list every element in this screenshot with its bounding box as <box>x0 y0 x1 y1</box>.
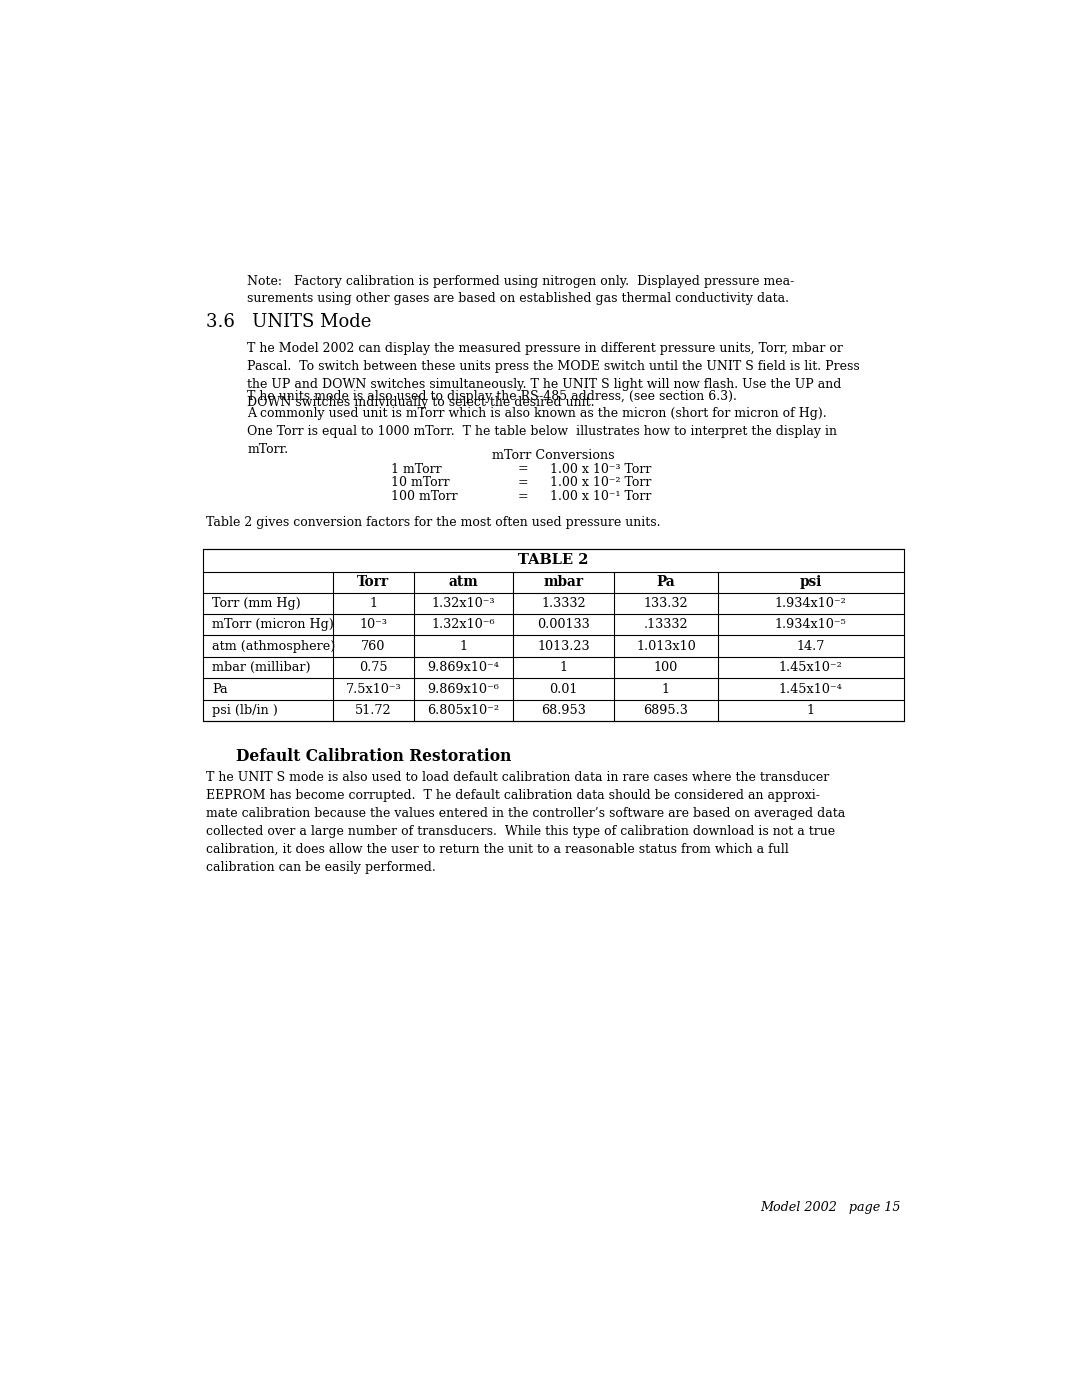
Text: 10 mTorr: 10 mTorr <box>391 476 449 489</box>
Text: 10⁻³: 10⁻³ <box>360 619 388 631</box>
Text: TABLE 2: TABLE 2 <box>518 553 589 567</box>
Text: 0.00133: 0.00133 <box>537 619 590 631</box>
Text: =: = <box>517 490 528 503</box>
Text: 1.00 x 10⁻² Torr: 1.00 x 10⁻² Torr <box>550 476 651 489</box>
Text: A commonly used unit is mTorr which is also known as the micron (short for micro: A commonly used unit is mTorr which is a… <box>247 407 837 455</box>
Text: mTorr Conversions: mTorr Conversions <box>492 448 615 461</box>
Text: 1: 1 <box>460 640 468 652</box>
Text: 1.934x10⁻²: 1.934x10⁻² <box>775 597 847 610</box>
Text: 1.45x10⁻⁴: 1.45x10⁻⁴ <box>779 683 842 696</box>
Text: 1: 1 <box>807 704 814 717</box>
Text: 1: 1 <box>662 683 670 696</box>
Text: Torr (mm Hg): Torr (mm Hg) <box>213 597 301 610</box>
Text: 100 mTorr: 100 mTorr <box>391 490 457 503</box>
Text: Table 2 gives conversion factors for the most often used pressure units.: Table 2 gives conversion factors for the… <box>206 517 661 529</box>
Text: psi: psi <box>799 576 822 590</box>
Text: 1: 1 <box>369 597 377 610</box>
Text: 1.45x10⁻²: 1.45x10⁻² <box>779 661 842 675</box>
Text: 14.7: 14.7 <box>797 640 825 652</box>
Text: 6895.3: 6895.3 <box>644 704 688 717</box>
Text: 1.00 x 10⁻¹ Torr: 1.00 x 10⁻¹ Torr <box>550 490 651 503</box>
Text: =: = <box>517 462 528 475</box>
Text: mbar (millibar): mbar (millibar) <box>213 661 311 675</box>
Text: Pa: Pa <box>213 683 228 696</box>
Text: Note:   Factory calibration is performed using nitrogen only.  Displayed pressur: Note: Factory calibration is performed u… <box>247 275 795 305</box>
Text: 1.3332: 1.3332 <box>541 597 585 610</box>
Text: mbar: mbar <box>543 576 583 590</box>
Text: 1 mTorr: 1 mTorr <box>391 462 442 475</box>
Text: 1.32x10⁻⁶: 1.32x10⁻⁶ <box>432 619 496 631</box>
Text: atm (athmosphere): atm (athmosphere) <box>213 640 336 652</box>
Text: 9.869x10⁻⁶: 9.869x10⁻⁶ <box>428 683 500 696</box>
Text: T he Model 2002 can display the measured pressure in different pressure units, T: T he Model 2002 can display the measured… <box>247 342 860 409</box>
Text: 1.934x10⁻⁵: 1.934x10⁻⁵ <box>775 619 847 631</box>
Text: 6.805x10⁻²: 6.805x10⁻² <box>428 704 500 717</box>
Text: mTorr (micron Hg): mTorr (micron Hg) <box>213 619 335 631</box>
Text: 1.00 x 10⁻³ Torr: 1.00 x 10⁻³ Torr <box>550 462 651 475</box>
Text: Torr: Torr <box>357 576 390 590</box>
Bar <box>203 549 904 721</box>
Text: Default Calibration Restoration: Default Calibration Restoration <box>235 747 511 766</box>
Text: T he UNIT S mode is also used to load default calibration data in rare cases whe: T he UNIT S mode is also used to load de… <box>206 771 846 875</box>
Text: 1.32x10⁻³: 1.32x10⁻³ <box>432 597 496 610</box>
Text: 3.6   UNITS Mode: 3.6 UNITS Mode <box>206 313 372 331</box>
Text: 1: 1 <box>559 661 568 675</box>
Text: Pa: Pa <box>657 576 675 590</box>
Text: .13332: .13332 <box>644 619 688 631</box>
Text: Model 2002   page 15: Model 2002 page 15 <box>760 1201 901 1214</box>
Text: 1013.23: 1013.23 <box>537 640 590 652</box>
Text: 7.5x10⁻³: 7.5x10⁻³ <box>346 683 401 696</box>
Text: psi (lb/in ): psi (lb/in ) <box>213 704 279 717</box>
Text: 68.953: 68.953 <box>541 704 586 717</box>
Text: =: = <box>517 476 528 489</box>
Text: 1.013x10: 1.013x10 <box>636 640 696 652</box>
Text: 133.32: 133.32 <box>644 597 688 610</box>
Text: 0.01: 0.01 <box>550 683 578 696</box>
Text: 760: 760 <box>361 640 386 652</box>
Text: T he units mode is also used to display the RS-485 address, (see section 6.3).: T he units mode is also used to display … <box>247 390 738 404</box>
Text: atm: atm <box>448 576 478 590</box>
Text: 0.75: 0.75 <box>359 661 388 675</box>
Text: 100: 100 <box>653 661 678 675</box>
Text: 51.72: 51.72 <box>355 704 392 717</box>
Text: 9.869x10⁻⁴: 9.869x10⁻⁴ <box>428 661 500 675</box>
